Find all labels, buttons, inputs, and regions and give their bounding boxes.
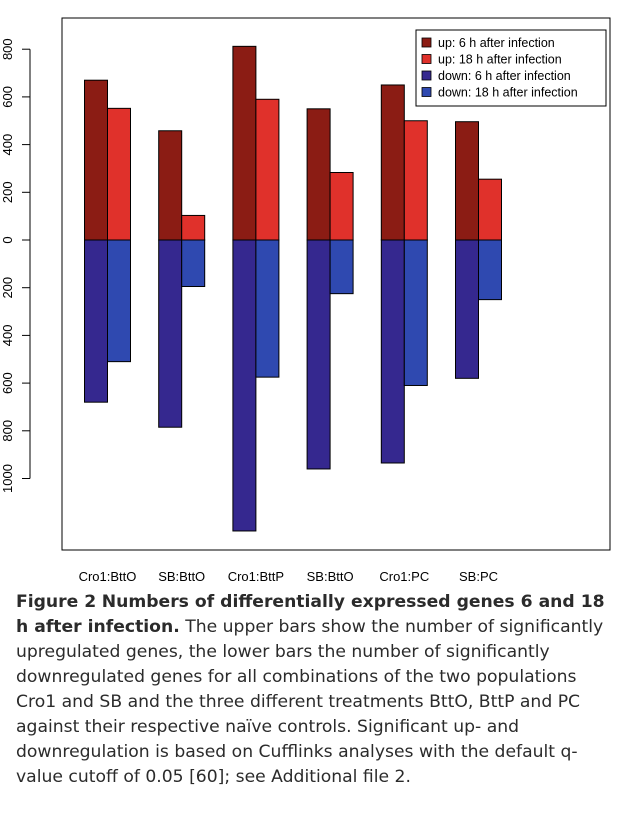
x-tick-label: SB:BttO bbox=[307, 569, 354, 584]
bar-down-18h bbox=[403, 239, 428, 386]
y-tick-label: 200 bbox=[0, 181, 15, 203]
figure-title: Numbers of differentially expressed gene… bbox=[16, 592, 605, 637]
x-tick-label: Cro1:BttP bbox=[228, 569, 284, 584]
y-tick-label: 1000 bbox=[0, 464, 15, 493]
plot-frame bbox=[61, 17, 611, 551]
bar-up-6h bbox=[455, 121, 479, 241]
legend-label: up: 6 h after infection bbox=[438, 36, 555, 50]
bar-down-18h bbox=[255, 239, 280, 378]
bar-down-6h bbox=[232, 239, 257, 532]
bar-down-18h bbox=[181, 239, 206, 288]
bar-down-18h bbox=[478, 239, 502, 301]
bar-up-6h bbox=[158, 130, 183, 241]
legend-swatch bbox=[421, 70, 432, 81]
y-tick-label: 600 bbox=[0, 372, 15, 394]
bar-down-6h bbox=[158, 239, 183, 428]
y-tick-label: 600 bbox=[0, 86, 15, 108]
bar-down-6h bbox=[306, 239, 331, 470]
bar-up-18h bbox=[478, 178, 502, 241]
bar-down-18h bbox=[107, 239, 131, 363]
bar-up-18h bbox=[107, 107, 131, 241]
y-tick-label: 0 bbox=[0, 236, 15, 243]
bar-down-6h bbox=[455, 239, 479, 379]
x-tick-label: Cro1:PC bbox=[379, 569, 429, 584]
legend-swatch bbox=[421, 54, 432, 64]
y-tick-label: 400 bbox=[0, 134, 15, 156]
figure-caption: Figure 2 Numbers of differentially expre… bbox=[16, 590, 616, 790]
figure-label: Figure 2 bbox=[16, 592, 97, 612]
x-tick-label: SB:PC bbox=[459, 569, 498, 584]
bar-down-6h bbox=[380, 239, 405, 464]
bar-up-18h bbox=[403, 120, 428, 241]
legend-box bbox=[415, 29, 607, 107]
y-tick-label: 800 bbox=[0, 38, 15, 60]
x-tick-label: Cro1:BttO bbox=[79, 569, 137, 584]
y-tick-label: 200 bbox=[0, 277, 15, 299]
legend-swatch bbox=[421, 87, 432, 97]
y-tick-label: 800 bbox=[0, 420, 15, 442]
legend-label: down: 6 h after infection bbox=[438, 69, 571, 83]
legend-label: up: 18 h after infection bbox=[438, 53, 562, 67]
bar-down-18h bbox=[329, 239, 354, 295]
legend-label: down: 18 h after infection bbox=[438, 86, 578, 100]
bar-up-6h bbox=[84, 79, 108, 241]
x-tick-label: SB:BttO bbox=[158, 569, 205, 584]
bar-up-6h bbox=[232, 45, 257, 241]
legend-swatch bbox=[421, 37, 432, 48]
bar-chart: 0 200 400 600 800 200 400 600 800 1000 Cro1:BttO SB… bbox=[0, 17, 611, 584]
figure-caption-text: The upper bars show the number of signif… bbox=[16, 617, 604, 787]
bar-up-18h bbox=[181, 214, 206, 241]
bar-up-6h bbox=[380, 84, 405, 241]
y-tick-label: 400 bbox=[0, 325, 15, 347]
bar-up-6h bbox=[306, 108, 331, 241]
bar-up-18h bbox=[329, 172, 354, 241]
bar-down-6h bbox=[84, 239, 108, 403]
bar-up-18h bbox=[255, 98, 280, 241]
